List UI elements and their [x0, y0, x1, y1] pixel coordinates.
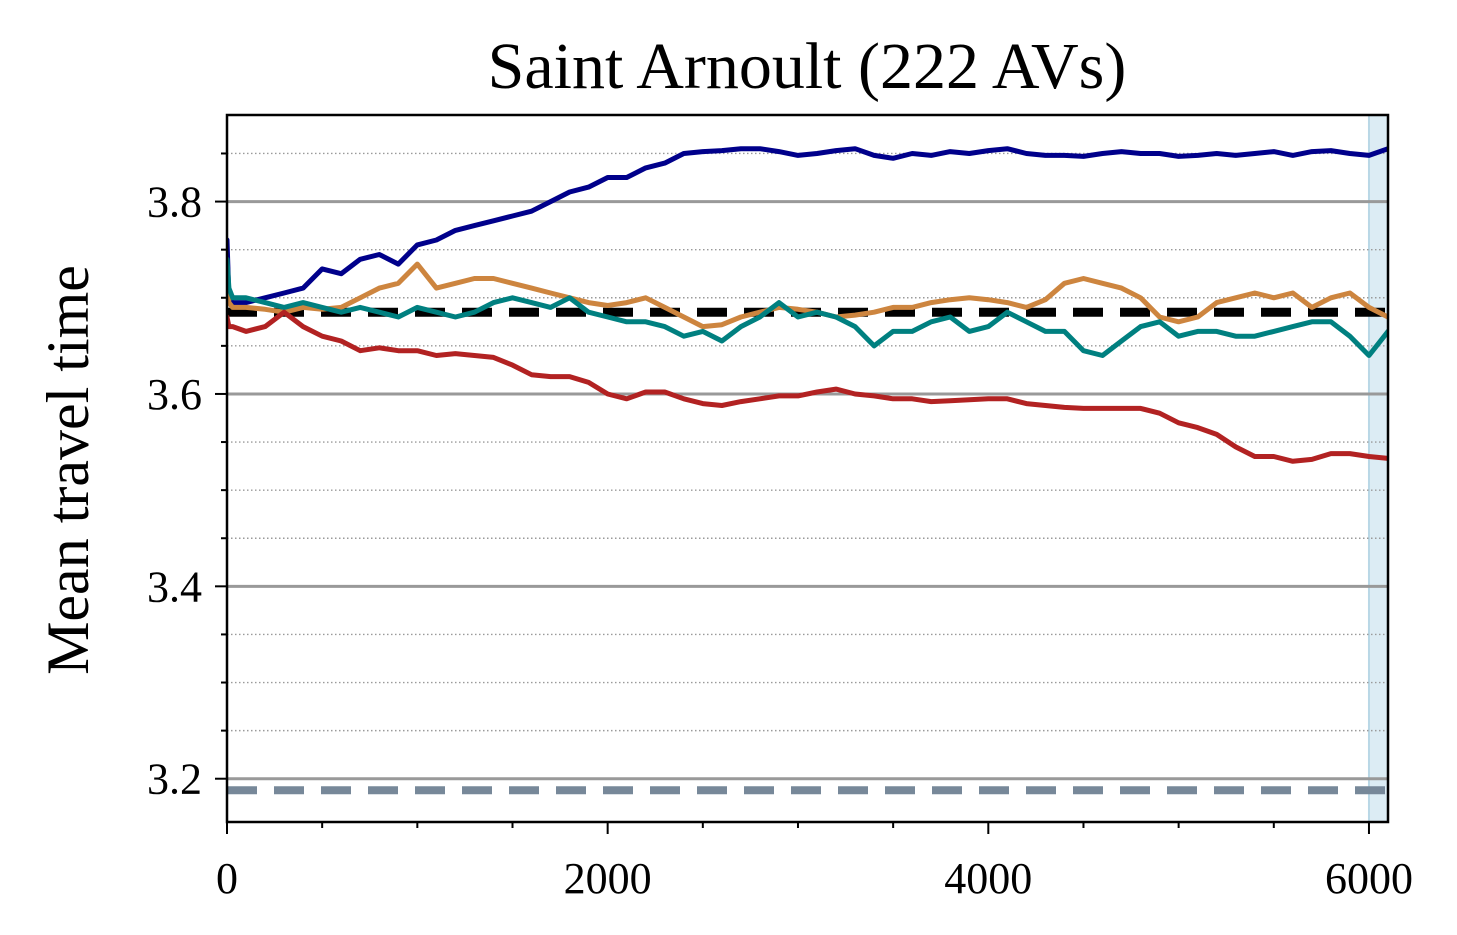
x-tick-label: 6000 [1325, 854, 1413, 903]
y-tick-label: 3.2 [147, 755, 202, 804]
plot-frame [225, 113, 1390, 824]
highlight-band-layer [1367, 115, 1388, 822]
x-tick-label: 0 [216, 854, 238, 903]
y-axis-label: Mean travel time [35, 265, 101, 675]
series-line [227, 256, 1388, 358]
series-layer [227, 146, 1388, 464]
axes-layer [215, 113, 1390, 834]
y-tick-label: 3.4 [147, 562, 202, 611]
chart-title: Saint Arnoult (222 AVs) [488, 30, 1127, 103]
x-tick-label: 4000 [944, 854, 1032, 903]
x-tick-label: 2000 [564, 854, 652, 903]
series-line [227, 146, 1388, 306]
y-tick-label: 3.8 [147, 178, 202, 227]
reference-lines-layer [227, 307, 1388, 795]
highlight-band [1368, 115, 1388, 822]
y-tick-label: 3.6 [147, 370, 202, 419]
tick-labels-layer: 0 2000 4000 6000 3.2 3.4 3.6 3.8 [147, 178, 1413, 903]
grid-layer [227, 152, 1388, 781]
series-line [227, 309, 1388, 464]
